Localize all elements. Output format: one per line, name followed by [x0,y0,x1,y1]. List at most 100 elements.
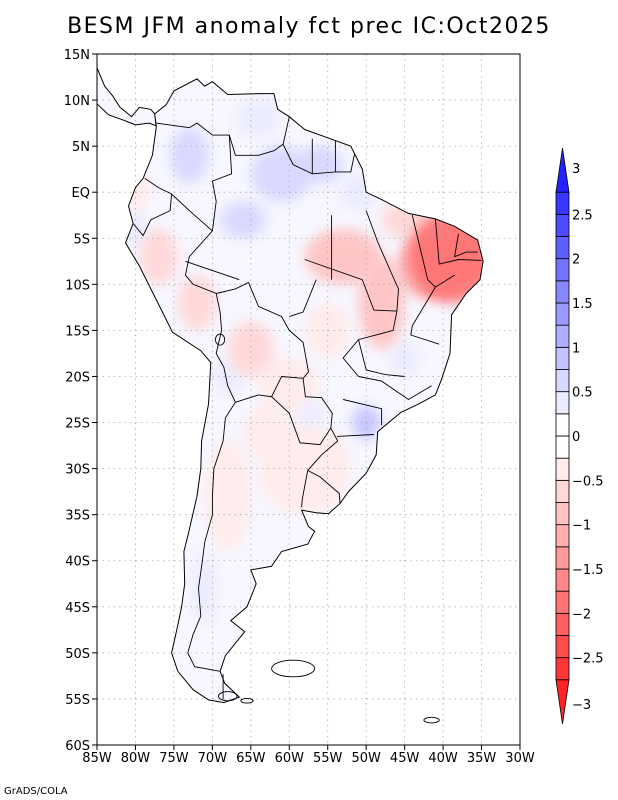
colorbar-label: 1 [572,341,580,356]
border-line [304,259,397,312]
lat-tick-label: 30S [65,463,90,478]
lat-tick-label: 10N [64,94,90,109]
border-line [454,233,478,258]
anomaly-blob [304,229,382,285]
credit-label: GrADS/COLA [4,786,68,797]
border-line [342,399,383,426]
colorbar-segment [555,479,570,503]
lon-tick-label: 70W [198,751,228,766]
colorbar-segment [555,612,570,636]
colorbar-segment [555,280,570,304]
border-line [282,144,356,175]
colorbar-label: −1 [572,519,591,534]
colorbar-segment [555,258,570,282]
colorbar-label: 1.5 [572,297,593,312]
colorbar-label: −3 [572,698,591,713]
anomaly-blob [177,275,217,331]
border-line [365,210,399,312]
border-line [187,402,236,672]
colorbar-segment [555,191,570,215]
border-line [215,353,304,403]
colorbar-segment [555,635,570,659]
anomaly-blob [139,229,178,285]
lat-tick-label: 20S [65,370,90,385]
anomaly-blob [220,201,267,239]
border-line [434,218,482,265]
lon-tick-label: 60W [275,751,305,766]
island-outline [240,698,254,704]
lat-tick-label: 5S [73,232,90,247]
colorbar: 3 2.5 2 1.5 1 0.5 0 −0.5 −1 −1.5 −2 −2.5 −3 [555,147,604,725]
lon-tick-label: 80W [121,751,151,766]
lat-tick-label: 60S [65,739,90,754]
border-line [228,134,284,156]
lon-tick-label: 50W [351,751,381,766]
anomaly-blob [204,440,251,552]
colorbar-label: 3 [572,162,580,177]
lon-tick-label: 85W [82,751,112,766]
lat-tick-label: 50S [65,647,90,662]
lat-tick-label: 40S [65,555,90,570]
colorbar-segment [555,213,570,237]
lat-tick-label: 10S [65,278,90,293]
longitude-axis: 85W 80W 75W 70W 65W 60W 55W 50W 45W 40W 35W 30W [82,745,535,766]
lon-tick-label: 45W [390,751,420,766]
lat-tick-label: 45S [65,601,90,616]
anomaly-blob [243,404,290,460]
island-outline [423,716,440,724]
lat-tick-label: 25S [65,417,90,432]
colorbar-segment [555,546,570,570]
colorbar-top-arrow [555,147,570,193]
border-line [132,178,173,237]
lat-tick-label: 35S [65,509,90,524]
border-line [358,339,405,377]
anomaly-blob [170,127,209,183]
lat-tick-label: 15N [64,48,90,63]
colorbar-segment [555,457,570,481]
colorbar-label: 2 [572,253,580,268]
border-line [289,279,317,318]
border-line [185,260,240,281]
colorbar-label: 0 [572,430,580,445]
lat-tick-label: 5N [72,140,90,155]
island-outline [271,659,316,678]
border-line [171,193,223,354]
anomaly-blob [358,256,405,349]
colorbar-label: −2.5 [572,652,604,667]
coastline [96,67,484,704]
colorbar-label: −0.5 [572,474,604,489]
lat-tick-label: 55S [65,693,90,708]
colorbar-segment [555,435,570,459]
colorbar-label: 2.5 [572,208,593,223]
colorbar-segment [555,568,570,592]
colorbar-segment [555,324,570,348]
anomaly-blob [389,339,421,377]
colorbar-label: 0.5 [572,386,593,401]
colorbar-segment [555,369,570,393]
colorbar-segment [555,236,570,260]
anomaly-blob [235,100,282,137]
colorbar-label: −2 [572,607,591,622]
colorbar-segment [555,413,570,437]
colorbar-bottom-arrow [555,679,570,725]
border-line [336,434,374,437]
island-outline [214,333,226,346]
lon-tick-label: 30W [505,751,535,766]
map-title: BESM JFM anomaly fct prec IC:Oct2025 [67,14,551,39]
colorbar-segment [555,657,570,681]
lat-tick-label: EQ [72,186,90,201]
anomaly-blob [227,321,274,377]
anomaly-blob [300,399,324,428]
colorbar-segment [555,302,570,326]
border-line [301,470,309,508]
lon-tick-label: 65W [236,751,266,766]
colorbar-segment [555,502,570,526]
anomaly-blob [258,358,321,414]
colorbar-label: −1.5 [572,563,604,578]
latitude-axis: 15N 10N 5N EQ 5S 10S 15S 20S 25S 30S 35S 40S 45S 50S 5… [64,48,97,754]
lon-tick-label: 40W [428,751,458,766]
colorbar-segment [555,590,570,614]
colorbar-segment [555,391,570,415]
colorbar-segment [555,524,570,548]
